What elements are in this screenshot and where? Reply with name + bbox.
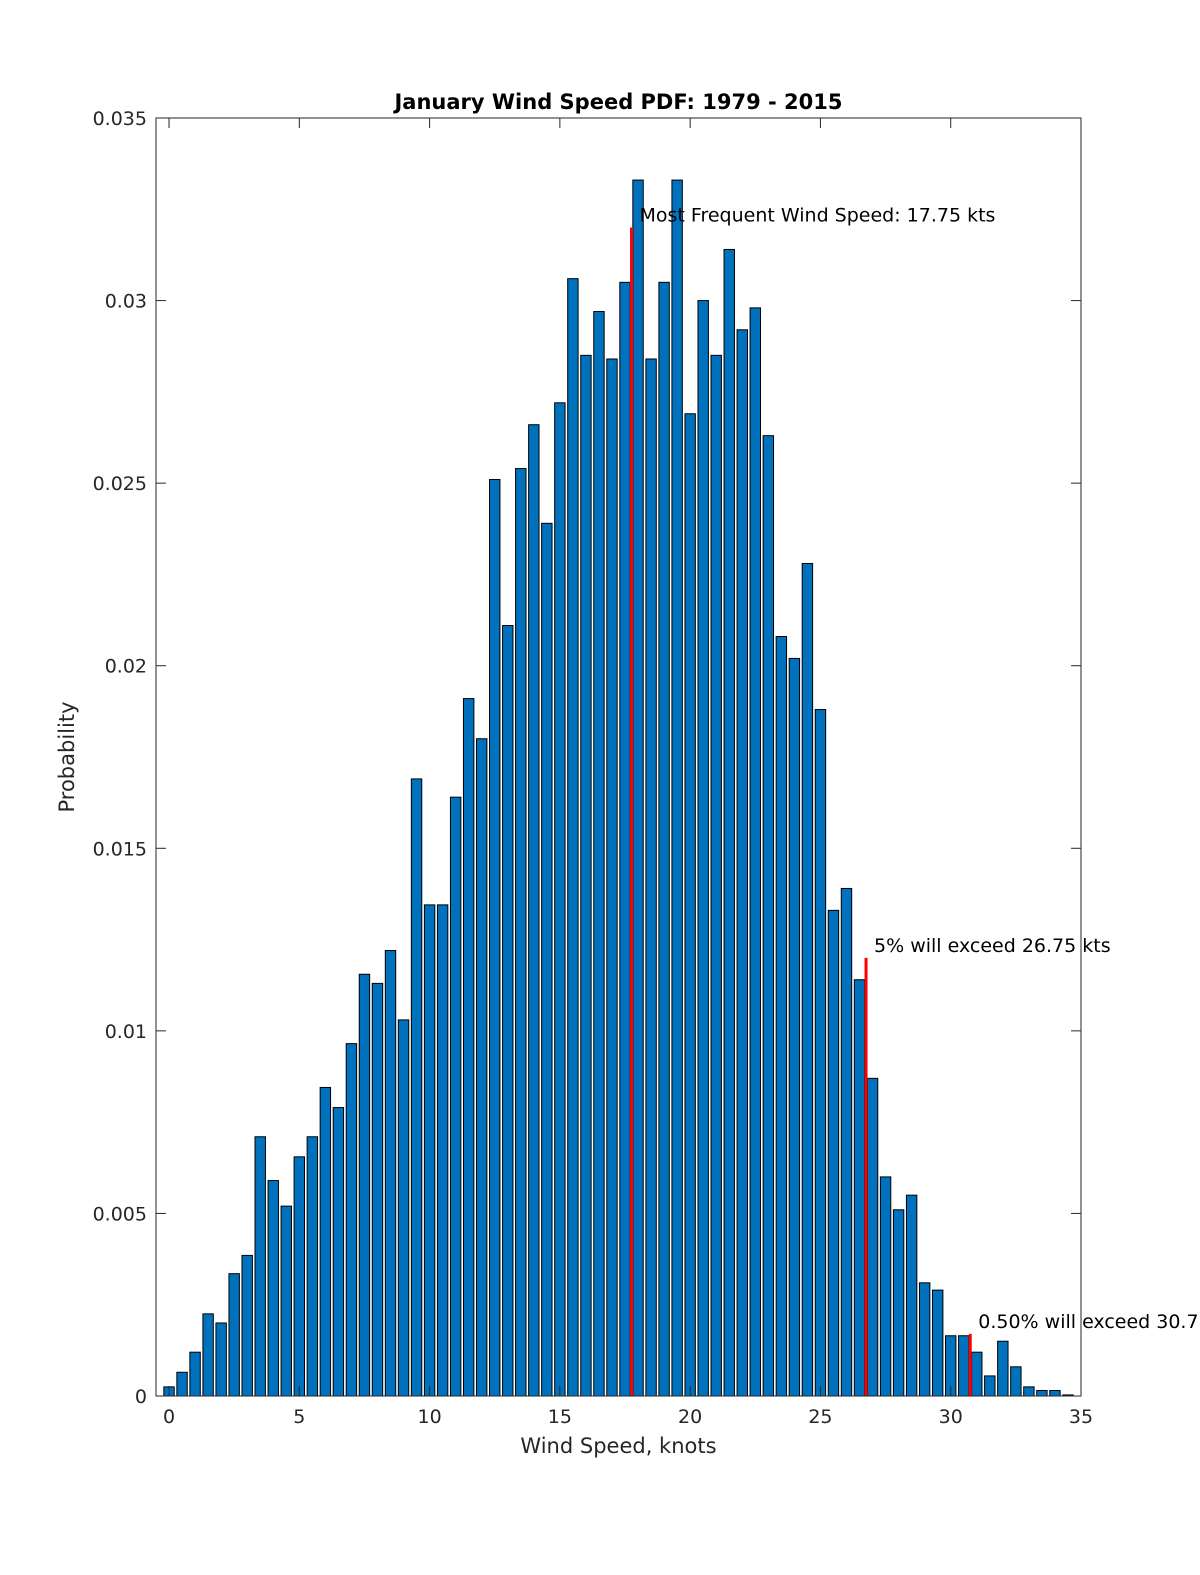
- bar: [462, 698, 475, 1397]
- bar: [515, 468, 527, 1397]
- bar: [984, 1375, 996, 1397]
- annotation-p995: 0.50% will exceed 30.75 kts: [978, 1311, 1200, 1333]
- bar: [502, 625, 514, 1397]
- bar: [606, 358, 618, 1397]
- bar: [827, 909, 840, 1397]
- bar: [892, 1209, 905, 1397]
- bar: [710, 354, 722, 1397]
- y-tick-label: 0.035: [93, 108, 147, 130]
- x-tick-label: 5: [293, 1406, 305, 1428]
- bar: [176, 1371, 188, 1397]
- y-tick-label: 0.025: [93, 473, 147, 495]
- bar: [528, 424, 540, 1397]
- bar: [814, 709, 827, 1397]
- bar: [397, 1019, 410, 1397]
- bar: [371, 982, 384, 1397]
- bar: [918, 1282, 931, 1397]
- bar: [684, 413, 696, 1397]
- axis-ticks: 0 5 10 15 20 25 30 35 0 0.005 0.01 0.015 0.02 0.025 0.…: [93, 108, 1094, 1428]
- y-tick-label: 0.02: [105, 656, 147, 678]
- bar: [801, 562, 814, 1397]
- bar: [866, 1077, 879, 1397]
- bar: [567, 278, 579, 1397]
- bar: [723, 248, 735, 1397]
- bar: [671, 179, 683, 1397]
- bar: [1049, 1390, 1061, 1397]
- bar: [475, 738, 488, 1397]
- bar: [332, 1107, 345, 1397]
- bar: [645, 358, 657, 1397]
- bars: [163, 179, 1074, 1397]
- y-tick-label: 0.01: [105, 1021, 147, 1043]
- axes-box: [155, 117, 1082, 1397]
- x-tick-label: 20: [678, 1406, 702, 1428]
- bar: [1023, 1386, 1035, 1397]
- bar: [905, 1194, 918, 1397]
- x-tick-label: 35: [1069, 1406, 1093, 1428]
- x-tick-label: 25: [808, 1406, 832, 1428]
- bar: [1036, 1390, 1048, 1397]
- y-tick-label: 0.03: [105, 291, 147, 313]
- bar: [554, 402, 566, 1397]
- bar: [189, 1351, 201, 1397]
- bar: [410, 778, 423, 1397]
- y-axis-title: Probability: [55, 701, 79, 812]
- x-tick-label: 30: [939, 1406, 963, 1428]
- bar: [241, 1254, 253, 1397]
- bar: [345, 1043, 358, 1397]
- bar: [762, 435, 775, 1397]
- y-tick-label: 0.015: [93, 838, 147, 860]
- bar: [1010, 1366, 1022, 1397]
- bar: [997, 1340, 1009, 1397]
- bar: [593, 311, 605, 1397]
- annotation-p95: 5% will exceed 26.75 kts: [874, 935, 1111, 957]
- bar: [853, 979, 866, 1397]
- bar: [788, 657, 801, 1397]
- bar: [254, 1136, 266, 1397]
- bar: [280, 1205, 292, 1397]
- bar: [632, 179, 644, 1397]
- bar: [436, 904, 449, 1397]
- bar: [384, 950, 397, 1397]
- bar: [319, 1086, 332, 1397]
- chart-title: January Wind Speed PDF: 1979 - 2015: [392, 90, 842, 114]
- x-tick-label: 0: [163, 1406, 175, 1428]
- marker-lines: Most Frequent Wind Speed: 17.75 kts 5% wi…: [630, 205, 1200, 1396]
- bar: [293, 1156, 306, 1397]
- bar: [202, 1313, 214, 1397]
- bar: [775, 636, 788, 1397]
- annotation-mode: Most Frequent Wind Speed: 17.75 kts: [640, 205, 996, 227]
- x-axis-title: Wind Speed, knots: [520, 1434, 716, 1458]
- bar: [736, 329, 748, 1397]
- bar: [580, 354, 592, 1397]
- bar: [489, 478, 501, 1397]
- bar: [697, 300, 709, 1397]
- bar: [658, 281, 670, 1397]
- y-tick-label: 0: [135, 1386, 147, 1408]
- y-tick-label: 0.005: [93, 1203, 147, 1225]
- bar: [958, 1335, 970, 1397]
- bar: [306, 1136, 319, 1397]
- x-tick-label: 10: [417, 1406, 441, 1428]
- bar: [228, 1273, 240, 1397]
- bar: [931, 1289, 944, 1397]
- x-tick-label: 15: [548, 1406, 572, 1428]
- bar: [267, 1180, 279, 1397]
- bar: [619, 281, 631, 1397]
- bar: [749, 307, 762, 1397]
- bar: [358, 973, 371, 1397]
- bar: [840, 887, 853, 1397]
- bar: [215, 1322, 227, 1397]
- bar: [423, 904, 436, 1397]
- bar: [971, 1351, 983, 1397]
- bar: [541, 522, 553, 1397]
- bar: [449, 796, 462, 1397]
- bar: [879, 1176, 892, 1397]
